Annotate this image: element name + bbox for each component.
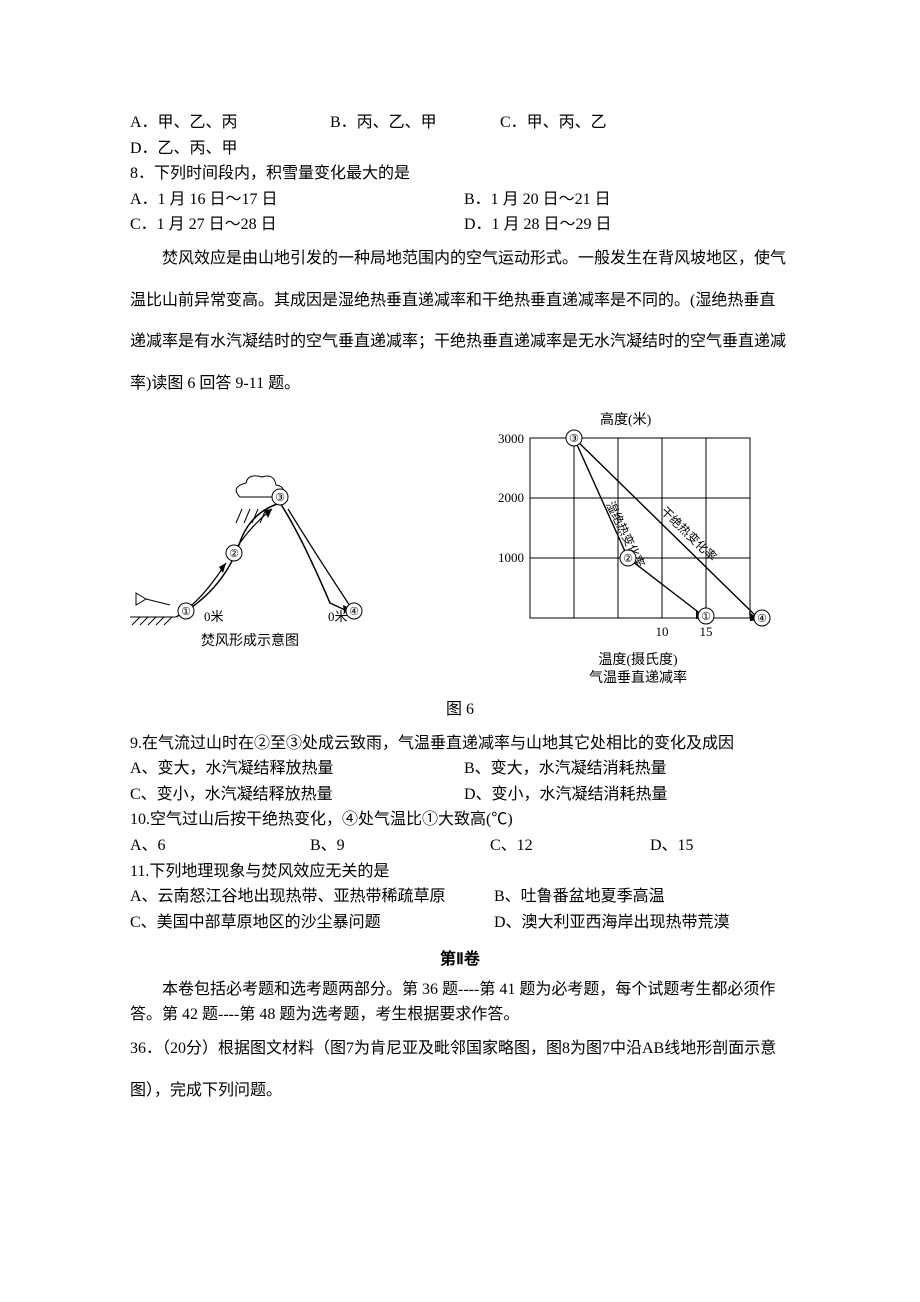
rn4: ④ xyxy=(757,613,767,625)
figure-6-right: 高度(米) 3000 2000 1000 10 xyxy=(480,408,790,707)
dry-label: 干绝热变化率 xyxy=(658,504,720,565)
rn3: ③ xyxy=(569,433,579,445)
q7-opt-b: B．丙、乙、甲 xyxy=(330,110,500,136)
q8-stem: 8．下列时间段内，积雪量变化最大的是 xyxy=(130,161,790,187)
q10-opt-b: B、9 xyxy=(310,833,490,859)
yt-2000: 2000 xyxy=(498,490,524,505)
q11-opt-a: A、云南怒江谷地出现热带、亚热带稀疏草原 xyxy=(130,884,490,910)
exam-page: A．甲、乙、丙 B．丙、乙、甲 C．甲、丙、乙 D．乙、丙、甲 8．下列时间段内… xyxy=(0,0,920,1302)
section-2-intro: 本卷包括必考题和选考题两部分。第 36 题----第 41 题为必考题，每个试题… xyxy=(130,977,790,1028)
q10-opt-a: A、6 xyxy=(130,833,310,859)
node-4: ④ xyxy=(349,606,359,618)
rn2: ② xyxy=(623,553,633,565)
section-2-title: 第Ⅱ卷 xyxy=(130,947,790,973)
q7-opt-d: D．乙、丙、甲 xyxy=(130,136,280,162)
q8-opt-d: D．1 月 28 日～29 日 xyxy=(464,212,612,238)
figure-6-group: ① ② ③ ④ 0米 0米 焚风形成示意图 高度(米) xyxy=(130,408,790,707)
right-cap2: 气温垂直递减率 xyxy=(589,669,687,686)
q10-opt-d: D、15 xyxy=(650,833,694,859)
q7-opt-a: A．甲、乙、丙 xyxy=(130,110,330,136)
q11-stem: 11.下列地理现象与焚风效应无关的是 xyxy=(130,859,790,885)
node-1: ① xyxy=(181,606,191,618)
q8-opt-a: A．1 月 16 日～17 日 xyxy=(130,187,460,213)
q7-options: A．甲、乙、丙 B．丙、乙、甲 C．甲、丙、乙 D．乙、丙、甲 xyxy=(130,110,790,161)
ylabel: 高度(米) xyxy=(600,411,652,428)
q11-row1: A、云南怒江谷地出现热带、亚热带稀疏草原 B、吐鲁番盆地夏季高温 xyxy=(130,884,790,910)
zero-right: 0米 xyxy=(328,609,348,624)
q11-opt-b: B、吐鲁番盆地夏季高温 xyxy=(494,884,665,910)
q9-opt-a: A、变大，水汽凝结释放热量 xyxy=(130,756,460,782)
xt-10: 10 xyxy=(656,624,669,639)
q9-opt-c: C、变小，水汽凝结释放热量 xyxy=(130,782,460,808)
q11-opt-d: D、澳大利亚西海岸出现热带荒漠 xyxy=(494,910,730,936)
q9-opt-b: B、变大，水汽凝结消耗热量 xyxy=(464,756,667,782)
yt-3000: 3000 xyxy=(498,431,524,446)
q10-stem: 10.空气过山后按干绝热变化，④处气温比①大致高(℃) xyxy=(130,807,790,833)
figure-6-left: ① ② ③ ④ 0米 0米 焚风形成示意图 xyxy=(130,453,370,662)
node-2: ② xyxy=(229,548,239,560)
q8-options-row2: C．1 月 27 日～28 日 D．1 月 28 日～29 日 xyxy=(130,212,790,238)
foehn-diagram: ① ② ③ ④ 0米 0米 焚风形成示意图 xyxy=(130,453,370,653)
lapse-rate-chart: 高度(米) 3000 2000 1000 10 xyxy=(480,408,790,698)
zero-left: 0米 xyxy=(204,609,224,624)
xt-15: 15 xyxy=(700,624,713,639)
q8-opt-c: C．1 月 27 日～28 日 xyxy=(130,212,460,238)
q8-options-row1: A．1 月 16 日～17 日 B．1 月 20 日～21 日 xyxy=(130,187,790,213)
passage-text: 焚风效应是由山地引发的一种局地范围内的空气运动形式。一般发生在背风坡地区，使气温… xyxy=(130,238,790,404)
rn1: ① xyxy=(701,611,711,623)
yt-1000: 1000 xyxy=(498,550,524,565)
q10-options: A、6 B、9 C、12 D、15 xyxy=(130,833,790,859)
q9-row1: A、变大，水汽凝结释放热量 B、变大，水汽凝结消耗热量 xyxy=(130,756,790,782)
q9-opt-d: D、变小，水汽凝结消耗热量 xyxy=(464,782,668,808)
q9-stem: 9.在气流过山时在②至③处成云致雨，气温垂直递减率与山地其它处相比的变化及成因 xyxy=(130,731,790,757)
q9-row2: C、变小，水汽凝结释放热量 D、变小，水汽凝结消耗热量 xyxy=(130,782,790,808)
node-3: ③ xyxy=(275,492,285,504)
q11-opt-c: C、美国中部草原地区的沙尘暴问题 xyxy=(130,910,490,936)
left-caption: 焚风形成示意图 xyxy=(201,632,299,649)
q8-opt-b: B．1 月 20 日～21 日 xyxy=(464,187,611,213)
q10-opt-c: C、12 xyxy=(490,833,650,859)
q7-opt-c: C．甲、丙、乙 xyxy=(500,110,650,136)
q36-stem: 36．（20分）根据图文材料（图7为肯尼亚及毗邻国家略图，图8为图7中沿AB线地… xyxy=(130,1028,790,1111)
right-cap1: 温度(摄氏度) xyxy=(598,652,678,668)
q11-row2: C、美国中部草原地区的沙尘暴问题 D、澳大利亚西海岸出现热带荒漠 xyxy=(130,910,790,936)
